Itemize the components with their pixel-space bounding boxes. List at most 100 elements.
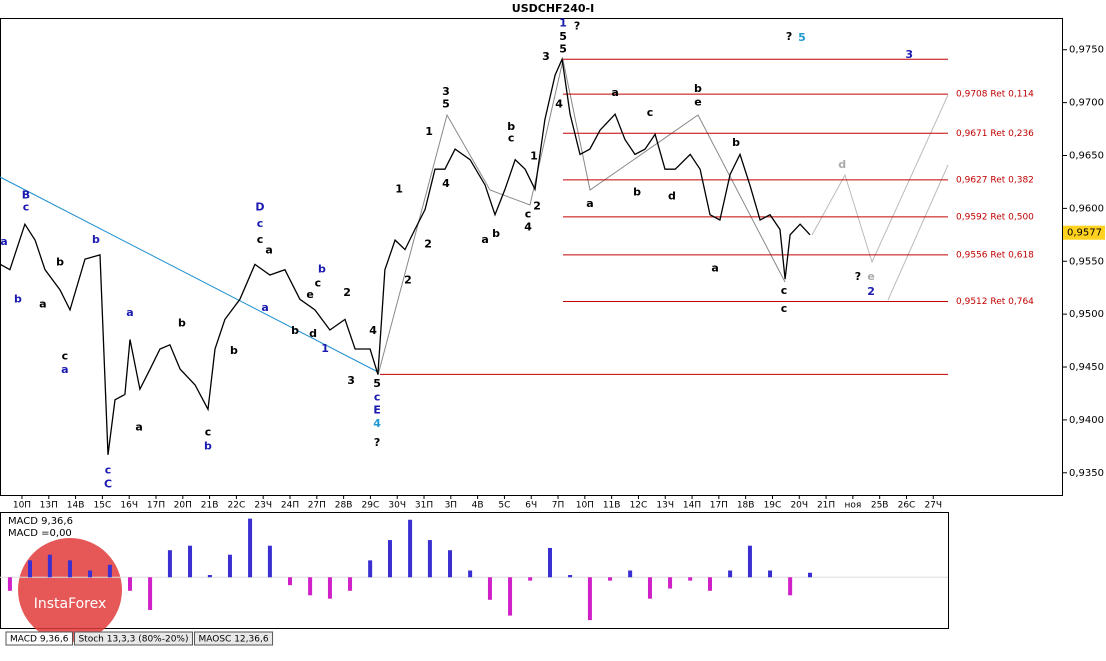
x-tick-label: 19С bbox=[764, 501, 782, 511]
macd-bar bbox=[468, 570, 473, 578]
wave-label: d bbox=[838, 158, 846, 171]
y-tick-label: 0,9650 bbox=[1069, 150, 1104, 161]
wave-label: b bbox=[492, 227, 500, 240]
wave-label: c bbox=[315, 276, 322, 289]
wave-label: 4 bbox=[524, 220, 532, 233]
macd-bar bbox=[568, 575, 573, 578]
price-frame bbox=[0, 18, 1063, 496]
wave-label: 5 bbox=[559, 30, 567, 43]
x-tick-label: 10П bbox=[576, 501, 594, 511]
macd-bar bbox=[127, 577, 132, 591]
wave-label: c bbox=[62, 349, 69, 362]
wave-label: c bbox=[257, 233, 264, 246]
wave-label: b bbox=[92, 233, 100, 246]
wave-label: b bbox=[178, 317, 186, 330]
x-tick-label: 23Ч bbox=[254, 501, 272, 511]
wave-label: 2 bbox=[533, 199, 541, 212]
wave-label: b bbox=[507, 120, 515, 133]
macd-bar bbox=[227, 554, 232, 578]
x-tick-label: 28В bbox=[335, 501, 353, 511]
wave-label: ? bbox=[786, 30, 792, 43]
y-tick-label: 0,9700 bbox=[1069, 98, 1104, 109]
wave-label: b bbox=[318, 263, 326, 276]
macd-bar bbox=[88, 570, 93, 578]
wave-label: 1 bbox=[321, 342, 329, 355]
wave-label: 4 bbox=[373, 417, 381, 430]
macd-bar bbox=[7, 577, 12, 591]
tab-box bbox=[73, 631, 193, 646]
macd-bar bbox=[587, 577, 592, 621]
x-tick-label: 16Ч bbox=[120, 501, 138, 511]
x-tick-label: 12С bbox=[630, 501, 648, 511]
macd-bar bbox=[668, 577, 673, 589]
x-tick-label: 14П bbox=[683, 501, 701, 511]
macd-bar bbox=[28, 560, 33, 578]
wave-line bbox=[377, 59, 786, 376]
wave-label: B bbox=[22, 189, 30, 202]
x-tick-label: 4В bbox=[472, 501, 484, 511]
wave-label: d bbox=[668, 190, 676, 203]
x-tick-label: 15С bbox=[94, 501, 112, 511]
x-tick-label: 21В bbox=[201, 501, 219, 511]
macd-bar bbox=[188, 545, 193, 578]
macd-bar bbox=[688, 577, 693, 581]
tab-label: Stoch 13,3,3 (80%-20%) bbox=[78, 635, 188, 645]
wave-label: ? bbox=[574, 19, 580, 32]
wave-label: 1 bbox=[425, 125, 433, 138]
x-tick-label: 7П bbox=[552, 501, 565, 511]
projection-line bbox=[887, 164, 949, 301]
wave-label: c bbox=[525, 208, 532, 221]
wave-label: 3 bbox=[442, 85, 450, 98]
y-tick-label: 0,9600 bbox=[1069, 203, 1104, 214]
macd-bar bbox=[768, 570, 773, 578]
fib-label: 0,9592 Ret 0,500 bbox=[956, 212, 1034, 222]
wave-label: a bbox=[481, 233, 488, 246]
y-tick-label: 0,9550 bbox=[1069, 256, 1104, 267]
x-tick-label: 29С bbox=[362, 501, 380, 511]
macd-label: MACD 9,36,6 bbox=[8, 516, 73, 527]
fib-label: 0,9627 Ret 0,382 bbox=[956, 175, 1034, 185]
wave-label: a bbox=[265, 244, 272, 257]
x-tick-label: 31П bbox=[415, 501, 433, 511]
indicator-tab[interactable]: MAOSC 12,36,6 bbox=[194, 631, 274, 646]
macd-bar bbox=[288, 577, 293, 586]
wave-label: 2 bbox=[343, 286, 351, 299]
x-tick-label: 17П bbox=[147, 501, 165, 511]
wave-label: a bbox=[61, 363, 68, 376]
watermark-logo: InstaForex bbox=[18, 538, 122, 642]
wave-label: a bbox=[711, 262, 718, 275]
y-tick-label: 0,9350 bbox=[1069, 468, 1104, 479]
macd-bar bbox=[308, 577, 313, 596]
x-tick-label: 3П bbox=[445, 501, 458, 511]
macd-bar bbox=[47, 554, 52, 578]
macd-frame bbox=[0, 512, 949, 629]
macd-bar bbox=[427, 540, 432, 578]
indicator-tab[interactable]: MACD 9,36,6 bbox=[5, 631, 73, 646]
fib-label: 0,9512 Ret 0,764 bbox=[956, 297, 1034, 307]
tab-label: MACD 9,36,6 bbox=[10, 635, 69, 645]
indicator-tab[interactable]: Stoch 13,3,3 (80%-20%) bbox=[73, 631, 193, 646]
x-tick-label: 6Ч bbox=[525, 501, 537, 511]
watermark: InstaForex bbox=[34, 596, 107, 612]
macd-bar bbox=[608, 577, 613, 581]
x-tick-label: 5С bbox=[498, 501, 510, 511]
wave-label: D bbox=[255, 200, 264, 213]
x-tick-label: 13Ч bbox=[656, 501, 674, 511]
x-tick-label: 27П bbox=[308, 501, 326, 511]
macd-bar bbox=[368, 560, 373, 578]
x-tick-label: ноя bbox=[844, 501, 861, 511]
fib-label: 0,9708 Ret 0,114 bbox=[956, 90, 1034, 100]
macd-bar bbox=[167, 550, 172, 578]
trendline bbox=[0, 176, 379, 373]
macd-bar bbox=[788, 577, 793, 596]
chart-title: USDCHF240-I bbox=[512, 2, 594, 15]
wave-label: 1 bbox=[395, 182, 403, 195]
x-tick-label: 21П bbox=[817, 501, 835, 511]
wave-label: 3 bbox=[542, 50, 550, 63]
wave-label: b bbox=[204, 439, 212, 452]
x-tick-label: 18В bbox=[737, 501, 755, 511]
wave-label: 2 bbox=[404, 273, 412, 286]
macd-bar bbox=[647, 577, 652, 599]
wave-label: 3 bbox=[347, 374, 355, 387]
